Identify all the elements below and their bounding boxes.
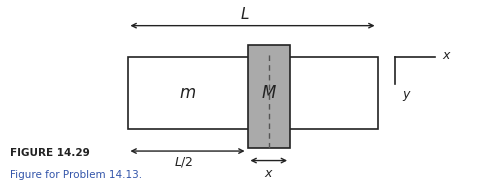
- Text: $L/2$: $L/2$: [174, 155, 194, 169]
- Text: FIGURE 14.29: FIGURE 14.29: [10, 148, 90, 158]
- Text: $M$: $M$: [261, 84, 277, 102]
- Text: $x$: $x$: [442, 49, 452, 62]
- Bar: [128, 57, 378, 129]
- Text: $L$: $L$: [240, 6, 250, 22]
- Text: $x$: $x$: [264, 167, 274, 180]
- Text: $m$: $m$: [179, 84, 196, 102]
- Text: $y$: $y$: [402, 89, 412, 103]
- Text: Figure for Problem 14.13.: Figure for Problem 14.13.: [10, 170, 142, 180]
- Bar: [248, 45, 290, 148]
